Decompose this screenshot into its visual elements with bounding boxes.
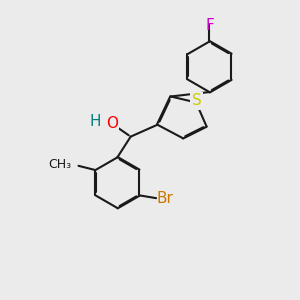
Text: CH₃: CH₃ [48,158,71,171]
Text: Br: Br [156,191,173,206]
Text: S: S [192,94,202,109]
Text: O: O [106,116,118,131]
Text: H: H [89,114,101,129]
Text: F: F [205,18,214,33]
